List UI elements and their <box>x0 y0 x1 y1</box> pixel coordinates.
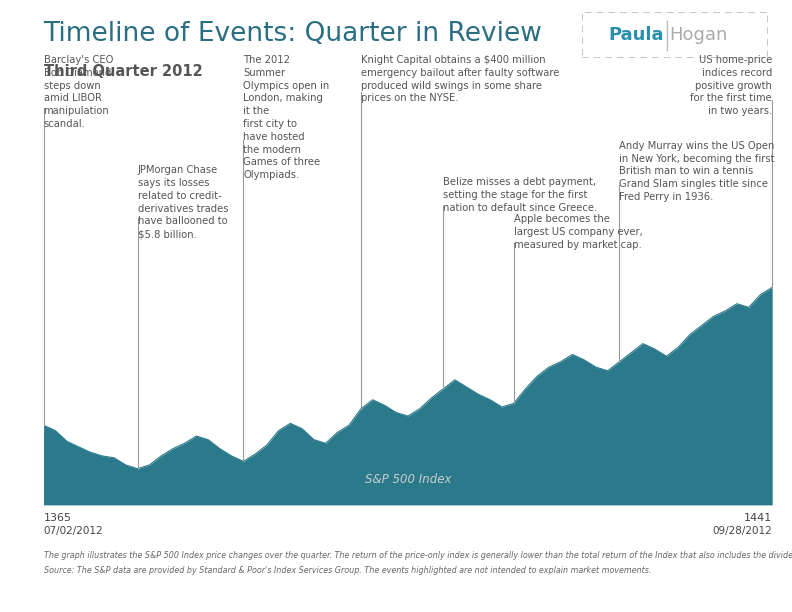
Text: Belize misses a debt payment,
setting the stage for the first
nation to default : Belize misses a debt payment, setting th… <box>444 177 597 213</box>
Text: 1441: 1441 <box>744 513 772 523</box>
Text: Barclay's CEO
Bob Diamond
steps down
amid LIBOR
manipulation
scandal.: Barclay's CEO Bob Diamond steps down ami… <box>44 55 113 129</box>
Text: US home-price
indices record
positive growth
for the first time
in two years.: US home-price indices record positive gr… <box>691 55 772 116</box>
Text: Andy Murray wins the US Open
in New York, becoming the first
British man to win : Andy Murray wins the US Open in New York… <box>619 141 775 202</box>
Text: Source: The S&P data are provided by Standard & Poor's Index Services Group. The: Source: The S&P data are provided by Sta… <box>44 566 651 575</box>
Text: Knight Capital obtains a $400 million
emergency bailout after faulty software
pr: Knight Capital obtains a $400 million em… <box>361 55 559 103</box>
Text: JPMorgan Chase
says its losses
related to credit-
derivatives trades
have balloo: JPMorgan Chase says its losses related t… <box>138 165 228 239</box>
Text: S&P 500 Index: S&P 500 Index <box>364 473 451 486</box>
FancyBboxPatch shape <box>582 12 768 58</box>
Text: 09/28/2012: 09/28/2012 <box>713 526 772 536</box>
Text: The 2012
Summer
Olympics open in
London, making
it the
first city to
have hosted: The 2012 Summer Olympics open in London,… <box>243 55 329 181</box>
Text: The graph illustrates the S&P 500 Index price changes over the quarter. The retu: The graph illustrates the S&P 500 Index … <box>44 551 792 560</box>
Text: Third Quarter 2012: Third Quarter 2012 <box>44 64 202 80</box>
Text: 1365: 1365 <box>44 513 71 523</box>
Text: Hogan: Hogan <box>669 26 728 44</box>
Text: 07/02/2012: 07/02/2012 <box>44 526 103 536</box>
Text: Timeline of Events: Quarter in Review: Timeline of Events: Quarter in Review <box>44 21 543 47</box>
Text: Paula: Paula <box>608 26 664 44</box>
Text: Apple becomes the
largest US company ever,
measured by market cap.: Apple becomes the largest US company eve… <box>514 214 642 250</box>
